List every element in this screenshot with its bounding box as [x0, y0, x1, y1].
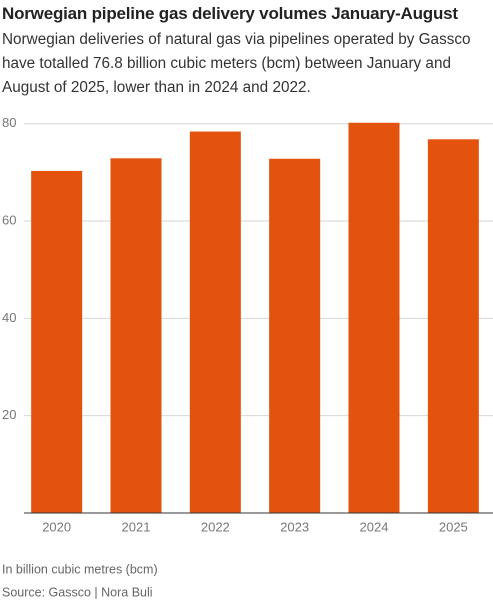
y-tick-label: 40: [2, 310, 16, 325]
x-tick-label: 2024: [360, 519, 389, 534]
y-tick-label: 60: [2, 212, 16, 227]
chart-title: Norwegian pipeline gas delivery volumes …: [2, 4, 458, 23]
bar: [189, 131, 241, 513]
bar: [110, 158, 162, 513]
x-tick-label: 2021: [122, 519, 151, 534]
y-tick-label: 80: [2, 115, 16, 130]
bar: [31, 170, 83, 513]
x-tick-label: 2025: [439, 519, 468, 534]
bar: [269, 158, 321, 513]
chart-subtitle: Norwegian deliveries of natural gas via …: [2, 31, 471, 96]
x-tick-label: 2022: [201, 519, 230, 534]
source: Source: Gassco | Nora Buli: [2, 585, 153, 599]
bar: [427, 139, 479, 514]
bar: [348, 122, 400, 513]
x-tick-label: 2023: [280, 519, 309, 534]
y-tick-label: 20: [2, 407, 16, 422]
note: In billion cubic metres (bcm): [2, 562, 158, 576]
header: Norwegian pipeline gas delivery volumes …: [2, 4, 491, 100]
x-tick-label: 2020: [42, 519, 71, 534]
